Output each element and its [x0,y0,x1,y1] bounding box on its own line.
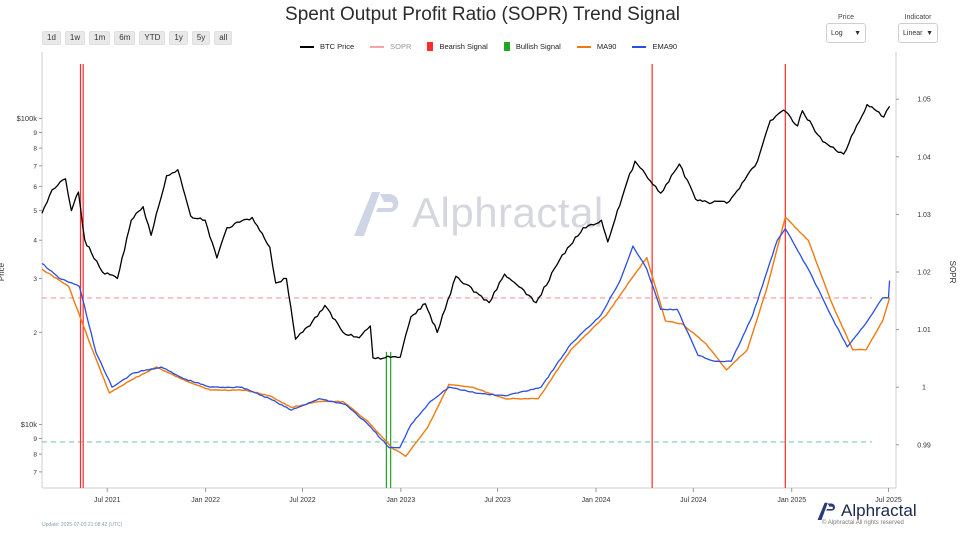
y-right-tick-label: 0.99 [917,442,931,449]
range-selector: 1d 1w 1m 6m YTD 1y 5y all [42,31,233,45]
indicator-scale-value: Linear [903,29,923,37]
y-left-tick-label: 9 [33,436,37,443]
price-scale-value: Log [831,29,843,37]
y-right-tick-label: 1.03 [917,212,931,219]
range-button-6m[interactable]: 6m [114,31,136,45]
indicator-scale-select[interactable]: Linear ▼ [898,23,938,43]
legend-item-sopr[interactable]: SOPR [370,42,411,51]
y-left-tick-label: 9 [33,130,37,137]
y-right-axis-title: SOPR [948,261,957,284]
x-tick-label: Jul 2025 [875,497,902,504]
legend-swatch [576,45,591,48]
y-left-tick-label: $100k [17,114,38,123]
brand-rights: © Alphractal All rights reserved [822,520,904,526]
x-tick-label: Jan 2023 [386,497,415,504]
y-left-tick-label: 8 [33,146,37,153]
legend-label: BTC Price [320,42,355,51]
y-left-tick-label: 8 [33,452,37,459]
range-button-1y[interactable]: 1y [169,31,188,45]
legend-item-ma90[interactable]: MA90 [576,42,617,51]
brand-name: Alphractal [841,501,917,520]
y-left-tick-label: 4 [33,238,37,245]
y-right-tick-label: 1 [922,385,926,392]
alphractal-logo-icon [817,502,835,521]
brand-logo: Alphractal [816,500,917,522]
x-tick-label: Jul 2023 [484,497,511,504]
ema90-line [41,228,891,449]
y-right-tick-label: 1.01 [917,327,931,334]
y-right-tick-label: 1.04 [917,154,931,161]
legend-swatch [427,42,434,51]
watermark-text: Alphractal [412,189,604,236]
legend-item-bearish-signal[interactable]: Bearish Signal [427,42,488,51]
update-timestamp: Update: 2025-07-03 21:08:42 (UTC) [42,522,123,528]
chart-legend: BTC Price SOPR Bearish Signal Bullish Si… [300,42,677,51]
y-left-tick-label: $10k [21,420,38,429]
legend-label: Bullish Signal [515,42,561,51]
y-left-tick-label: 7 [33,163,37,170]
legend-swatch [503,42,510,51]
legend-label: MA90 [596,42,617,51]
legend-label: Bearish Signal [439,42,488,51]
y-left-tick-label: 3 [33,276,37,283]
chevron-down-icon: ▼ [926,29,933,37]
ma90-line [41,216,891,457]
legend-swatch [300,45,314,48]
range-button-5y[interactable]: 5y [191,31,211,45]
legend-item-btc-price[interactable]: BTC Price [300,42,354,51]
chevron-down-icon: ▼ [854,29,861,37]
y-left-tick-label: 6 [33,184,37,191]
legend-swatch [632,45,647,48]
legend-item-bullish-signal[interactable]: Bullish Signal [503,42,561,51]
x-tick-label: Jan 2022 [191,497,220,504]
range-button-all[interactable]: all [214,31,233,45]
legend-label: SOPR [390,42,412,51]
legend-swatch [370,45,385,48]
x-tick-label: Jan 2025 [777,497,806,504]
range-button-1m[interactable]: 1m [89,31,111,45]
watermark: Alphractal [350,188,604,238]
price-scale-label: Price [838,14,854,21]
y-right-tick-label: 1.02 [917,270,931,277]
y-right-tick-label: 1.05 [917,97,931,104]
range-button-1d[interactable]: 1d [42,31,61,45]
y-left-tick-label: 2 [33,330,37,337]
range-button-ytd[interactable]: YTD [139,31,166,45]
x-tick-label: Jul 2024 [680,497,707,504]
y-left-tick-label: 7 [33,469,37,476]
x-tick-label: Jan 2024 [582,497,611,504]
btc-price-line [41,103,891,360]
y-left-axis-title: Price [0,262,6,281]
range-button-1w[interactable]: 1w [64,31,86,45]
chart-title: Spent Output Profit Ratio (SOPR) Trend S… [285,4,680,25]
price-scale-select[interactable]: Log ▼ [826,23,866,43]
legend-label: EMA90 [652,42,678,51]
x-tick-label: Jul 2022 [289,497,316,504]
indicator-scale-label: Indicator [904,14,932,21]
alphractal-logo-icon [354,192,399,236]
y-left-tick-label: 5 [33,208,37,215]
x-tick-label: Jul 2021 [94,497,121,504]
legend-item-ema90[interactable]: EMA90 [632,42,677,51]
